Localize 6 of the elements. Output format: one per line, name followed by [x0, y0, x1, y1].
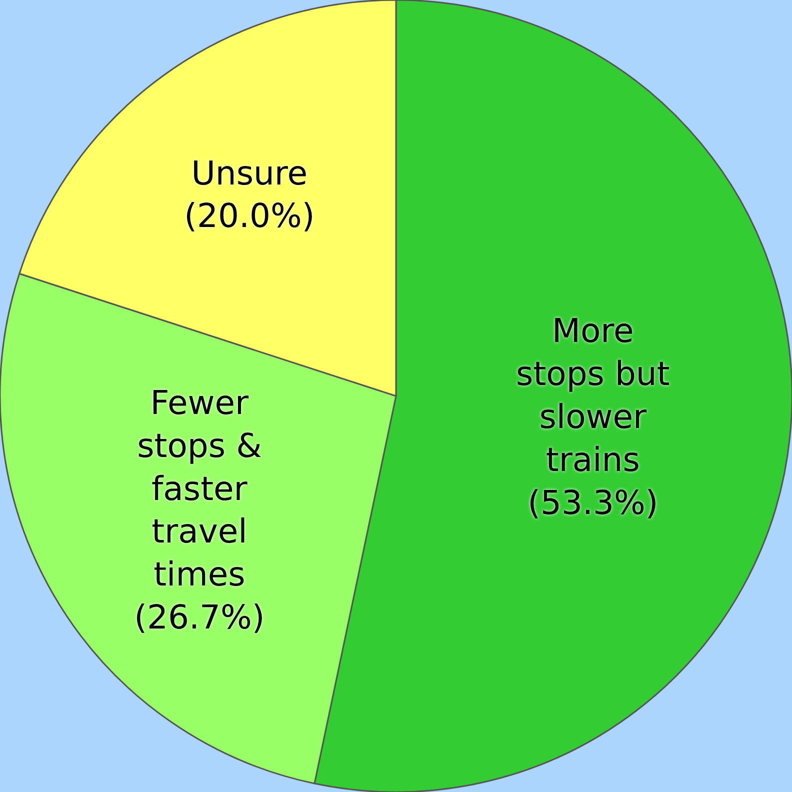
data-label: (20.0%) — [184, 196, 315, 236]
slice-label: Unsure — [191, 153, 308, 192]
data-label: (53.3%) — [528, 482, 658, 522]
data-label: (26.7%) — [134, 598, 265, 636]
slice-label: More stops but slower trains — [516, 311, 670, 479]
slice-label: Fewer stops & faster travel times — [137, 383, 262, 594]
